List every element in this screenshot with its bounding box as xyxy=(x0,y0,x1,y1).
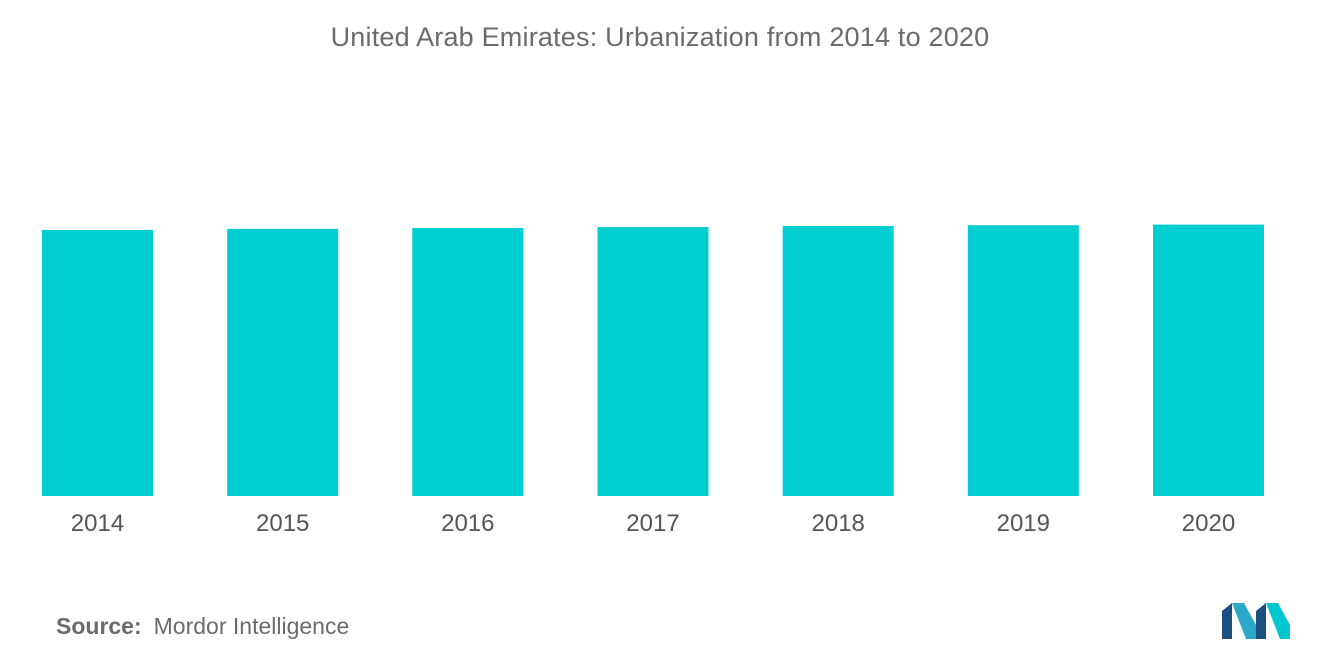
x-tick-label-2016: 2016 xyxy=(441,510,494,537)
x-tick-label-2020: 2020 xyxy=(1182,510,1235,537)
x-tick-label-2015: 2015 xyxy=(256,510,309,537)
bar-2014 xyxy=(42,229,153,496)
x-tick-label-2014: 2014 xyxy=(71,510,124,537)
bar-2019 xyxy=(967,225,1079,496)
x-tick-label-2017: 2017 xyxy=(626,510,679,537)
mordor-intelligence-logo-icon xyxy=(1222,603,1290,639)
source-note: Source: Mordor Intelligence xyxy=(56,613,349,640)
x-tick-label-2018: 2018 xyxy=(812,510,865,537)
source-text: Mordor Intelligence xyxy=(153,613,350,639)
bar-2018 xyxy=(782,226,894,496)
x-tick-label-2019: 2019 xyxy=(997,510,1050,537)
bar-2016 xyxy=(412,228,524,496)
bar-2020 xyxy=(1153,224,1264,496)
chart-title: United Arab Emirates: Urbanization from … xyxy=(330,22,990,52)
bar-2017 xyxy=(597,227,709,496)
bar-2015 xyxy=(227,228,339,496)
source-label: Source: xyxy=(56,613,142,639)
